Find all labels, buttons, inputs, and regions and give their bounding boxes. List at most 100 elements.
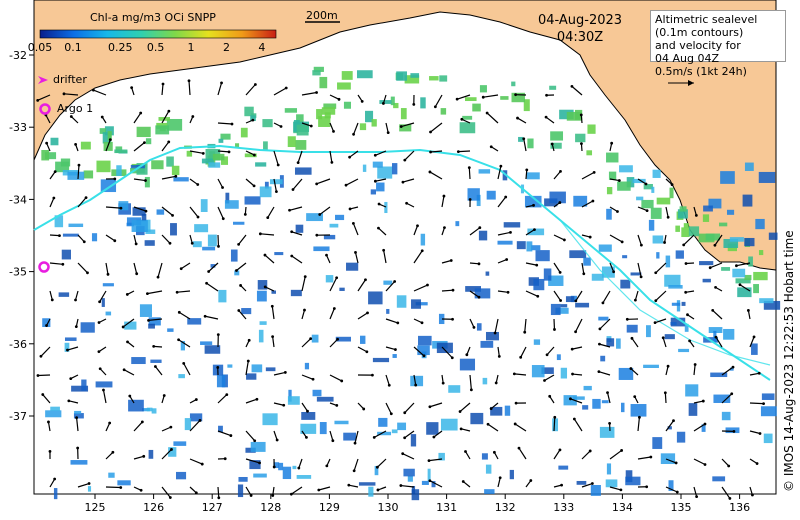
velocity-arrowhead xyxy=(504,195,508,199)
chlorophyll-patches xyxy=(41,66,781,501)
velocity-arrow xyxy=(133,455,144,460)
chl-patch xyxy=(721,411,731,421)
colorbar-tick-label: 0.5 xyxy=(147,41,165,54)
velocity-arrowhead xyxy=(142,454,146,458)
velocity-arrowhead xyxy=(387,383,391,387)
velocity-arrowhead xyxy=(58,234,61,237)
chl-patch xyxy=(100,179,117,193)
velocity-arrowhead xyxy=(74,325,78,329)
chl-patch xyxy=(576,480,587,485)
velocity-arrow xyxy=(385,402,392,414)
chl-patch xyxy=(259,186,272,198)
velocity-arrowhead xyxy=(336,337,339,341)
velocity-arrowhead xyxy=(161,82,165,86)
velocity-arrow xyxy=(581,482,593,488)
colorbar-tick-label: 0.1 xyxy=(64,41,82,54)
chl-patch xyxy=(392,354,397,358)
velocity-arrow xyxy=(245,360,249,376)
velocity-arrowhead xyxy=(168,496,172,499)
chl-patch xyxy=(403,468,415,477)
velocity-arrowhead xyxy=(708,266,712,270)
velocity-arrowhead xyxy=(558,270,562,274)
velocity-arrow xyxy=(161,426,172,432)
colorbar: 0.05 0.1 0.25 0.5 1 2 4 xyxy=(28,29,277,54)
velocity-arrowhead xyxy=(332,129,335,133)
sealevel-contour-secondary xyxy=(559,219,771,366)
velocity-arrowhead xyxy=(291,188,295,191)
velocity-arrow xyxy=(292,178,303,190)
chl-patch xyxy=(371,119,377,127)
velocity-arrowhead xyxy=(429,150,432,154)
velocity-arrowhead xyxy=(420,321,424,325)
chl-patch xyxy=(83,170,94,179)
velocity-arrowhead xyxy=(144,179,147,182)
chl-patch xyxy=(479,85,487,93)
chl-patch xyxy=(311,334,319,343)
chl-patch xyxy=(563,395,577,406)
velocity-arrowhead xyxy=(399,484,403,487)
velocity-arrowhead xyxy=(275,190,278,194)
velocity-arrowhead xyxy=(757,371,761,375)
velocity-arrowhead xyxy=(545,353,549,357)
chl-patch xyxy=(411,489,420,501)
velocity-arrow xyxy=(401,122,415,128)
chl-patch xyxy=(146,407,153,412)
velocity-arrowhead xyxy=(645,209,649,213)
velocity-arrowhead xyxy=(620,240,624,244)
chl-patch xyxy=(701,424,706,432)
chl-patch xyxy=(702,278,711,283)
chl-patch xyxy=(287,136,296,148)
velocity-arrow xyxy=(245,150,255,156)
velocity-arrowhead xyxy=(477,262,481,266)
velocity-arrow xyxy=(456,94,471,100)
velocity-arrow xyxy=(161,175,176,180)
velocity-arrowhead xyxy=(416,224,419,228)
velocity-arrowhead xyxy=(352,132,355,136)
velocity-arrow xyxy=(721,366,734,376)
chl-patch xyxy=(80,322,95,333)
velocity-arrow xyxy=(329,338,339,348)
chl-patch xyxy=(271,290,277,294)
chl-patch xyxy=(150,359,162,363)
chl-patch xyxy=(582,405,589,410)
velocity-arrowhead xyxy=(229,434,233,437)
velocity-arrow xyxy=(469,290,480,298)
velocity-arrow xyxy=(494,318,499,334)
chl-patch xyxy=(543,268,552,281)
chl-patch xyxy=(216,374,226,388)
velocity-arrowhead xyxy=(41,393,45,396)
chl-patch xyxy=(107,131,112,141)
chl-patch xyxy=(500,96,509,100)
chl-patch xyxy=(758,171,776,183)
chl-patch xyxy=(284,108,298,113)
chl-patch xyxy=(569,250,587,259)
velocity-arrow xyxy=(189,206,199,218)
velocity-arrow xyxy=(49,171,56,180)
velocity-arrow xyxy=(157,262,163,278)
chl-patch xyxy=(549,191,566,204)
velocity-arrow xyxy=(189,420,201,432)
velocity-arrowhead xyxy=(253,439,257,443)
velocity-arrowhead xyxy=(455,97,459,101)
velocity-arrowhead xyxy=(253,83,257,86)
velocity-arrow xyxy=(189,150,204,154)
velocity-arrowhead xyxy=(196,215,200,219)
chl-patch xyxy=(486,190,496,200)
velocity-arrowhead xyxy=(221,186,224,189)
velocity-arrow xyxy=(105,139,111,152)
velocity-arrow xyxy=(462,481,471,488)
velocity-arrowhead xyxy=(119,206,123,210)
chl-patch xyxy=(253,473,267,478)
velocity-arrow xyxy=(301,338,312,348)
velocity-arrowhead xyxy=(620,449,624,452)
argo-label: Argo 1 xyxy=(57,102,94,115)
velocity-arrowhead xyxy=(353,441,357,445)
velocity-arrowhead xyxy=(574,330,577,334)
velocity-arrowhead xyxy=(182,361,186,365)
velocity-arrowhead xyxy=(139,111,143,115)
chl-patch xyxy=(118,201,129,211)
chl-patch xyxy=(417,345,430,356)
chl-patch xyxy=(208,162,221,168)
chl-patch xyxy=(391,163,398,175)
velocity-arrowhead xyxy=(433,105,437,109)
